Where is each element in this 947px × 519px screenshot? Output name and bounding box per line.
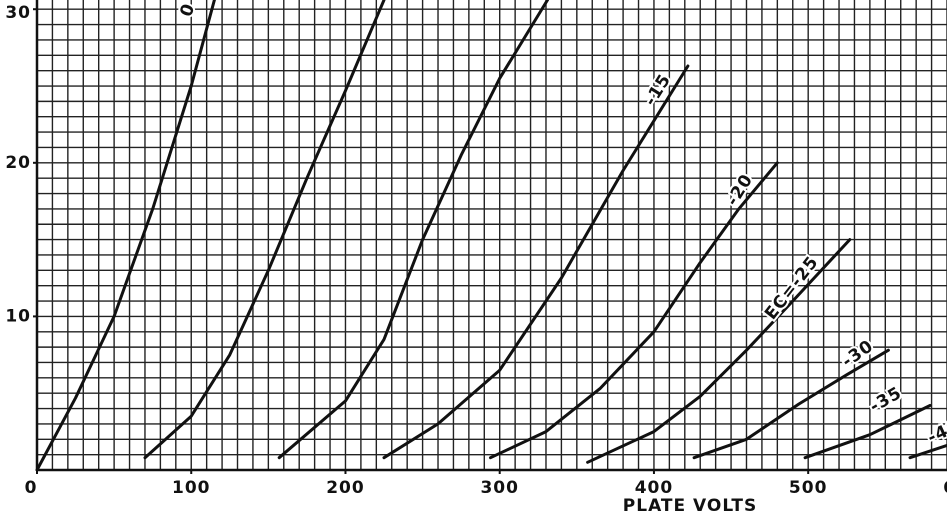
x-tick-label: 600 <box>943 478 947 498</box>
curve <box>803 404 932 460</box>
y-tick-label: 10 <box>5 306 31 326</box>
y-tick-label: 20 <box>5 153 31 173</box>
curve <box>692 348 890 460</box>
curve <box>908 443 947 460</box>
curve <box>382 64 690 460</box>
curve <box>35 0 216 472</box>
x-tick-label: 0 <box>25 478 38 498</box>
curve <box>586 238 852 464</box>
y-tick-label: 30 <box>5 3 31 23</box>
x-tick-label: 300 <box>480 478 519 498</box>
x-axis-label: PLATE VOLTS <box>623 496 757 516</box>
curve <box>143 0 386 460</box>
curve <box>277 0 549 460</box>
x-tick-label: 200 <box>326 478 365 498</box>
x-tick-label: 500 <box>789 478 828 498</box>
x-tick-label: 100 <box>172 478 211 498</box>
x-tick-label: 400 <box>635 478 674 498</box>
curve <box>489 161 779 460</box>
